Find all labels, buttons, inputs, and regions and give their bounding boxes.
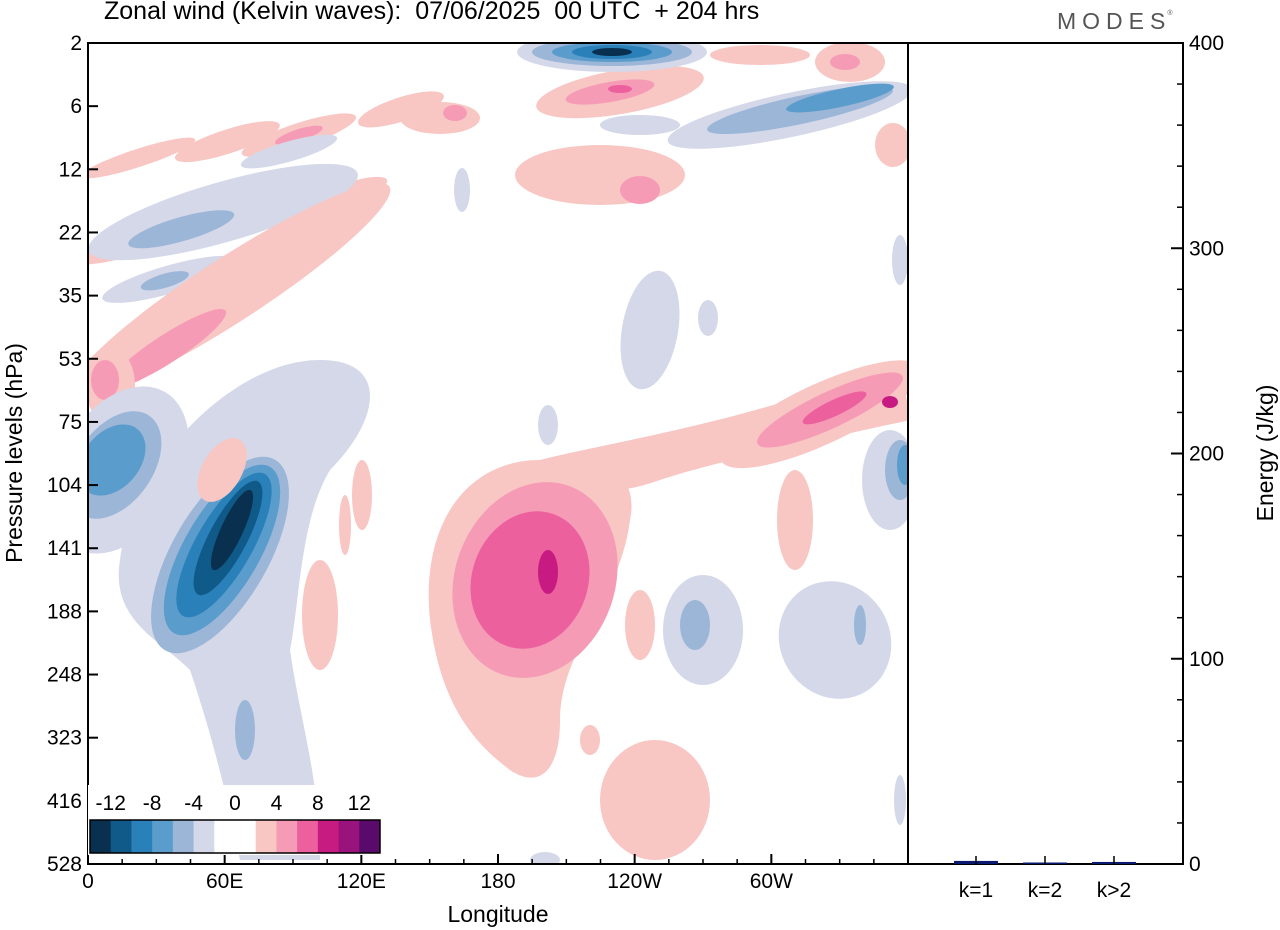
positive-ribbon-east [720,360,908,469]
energy-tick-label: 400 [1189,32,1224,55]
y-tick-label: 6 [70,95,82,118]
colorbar-swatch [317,820,340,853]
x-tick-label: 120W [607,870,662,893]
y-tick-label: 75 [59,411,82,434]
x-tick-label: 60W [750,870,793,893]
colorbar: -12 -8 -4 0 4 8 12 [88,785,382,855]
y-tick-label: 188 [47,600,82,623]
y-tick-label: 22 [59,221,82,244]
x-tick-label: 180 [480,870,515,893]
positive-diagonal-band [88,183,391,397]
energy-category-label: k=1 [959,879,993,902]
colorbar-label: -4 [184,792,203,815]
colorbar-label: -12 [96,792,126,815]
y-axis-title: Pressure levels (hPa) [1,343,27,563]
energy-tick-label: 300 [1189,237,1224,260]
x-tick-label: 120E [337,870,386,893]
energy-category-label: k=2 [1028,879,1062,902]
energy-axis-title: Energy (J/kg) [1252,385,1278,522]
y-tick-label: 416 [47,790,82,813]
colorbar-swatch [193,820,215,853]
page-title: Zonal wind (Kelvin waves): 07/06/2025 00… [104,0,760,25]
colorbar-label: 4 [271,792,283,815]
colorbar-swatch [255,820,277,853]
negative-cell-60E [118,360,371,860]
zonal-wind-contour-field [88,43,908,864]
energy-tick-label: 0 [1189,853,1201,876]
x-tick-label: 60E [206,870,243,893]
colorbar-swatch [110,820,132,853]
energy-axis: 0 100 200 300 400 [1171,32,1224,876]
colorbar-swatch [359,820,381,853]
brand-mark: ® [1167,10,1173,17]
energy-bars: k=1 k=2 k>2 [954,856,1136,902]
y-tick-label: 2 [70,32,82,55]
y-tick-label: 248 [47,664,82,687]
y-tick-label: 141 [47,537,82,560]
longitude-axis: 0 60E 120E 180 120W 60W [82,854,875,893]
colorbar-swatch [338,820,360,853]
colorbar-label: 12 [348,792,371,815]
y-tick-label: 323 [47,727,82,750]
colorbar-label: -8 [143,792,162,815]
y-tick-label: 528 [47,853,82,876]
negative-cell-0E [88,386,189,554]
colorbar-label: 0 [229,792,241,815]
pressure-axis: 2 6 12 22 35 53 75 104 141 188 248 323 416 528 [47,32,98,876]
colorbar-swatch [276,820,298,853]
colorbar-frame [89,819,381,854]
x-axis-title: Longitude [447,901,548,927]
colorbar-swatch [297,820,319,853]
energy-tick-label: 100 [1189,648,1224,671]
colorbar-swatch [131,820,153,853]
y-tick-label: 53 [59,348,82,371]
negative-bands-upper [88,134,358,303]
energy-tick-label: 200 [1189,443,1224,466]
brand-logo: MODES® [1057,8,1177,35]
brand-name: MODES [1057,8,1172,34]
y-tick-label: 35 [59,285,82,308]
energy-panel-frame [907,42,1184,865]
y-tick-label: 104 [47,474,82,497]
energy-category-label: k>2 [1097,879,1131,902]
colorbar-swatch [90,820,112,853]
colorbar-swatch [172,820,195,853]
colorbar-swatch [214,820,236,853]
y-tick-label: 12 [59,158,82,181]
colorbar-swatch [235,820,257,853]
colorbar-label: 8 [312,792,324,815]
colorbar-swatch [152,820,174,853]
x-tick-label: 0 [82,870,94,893]
